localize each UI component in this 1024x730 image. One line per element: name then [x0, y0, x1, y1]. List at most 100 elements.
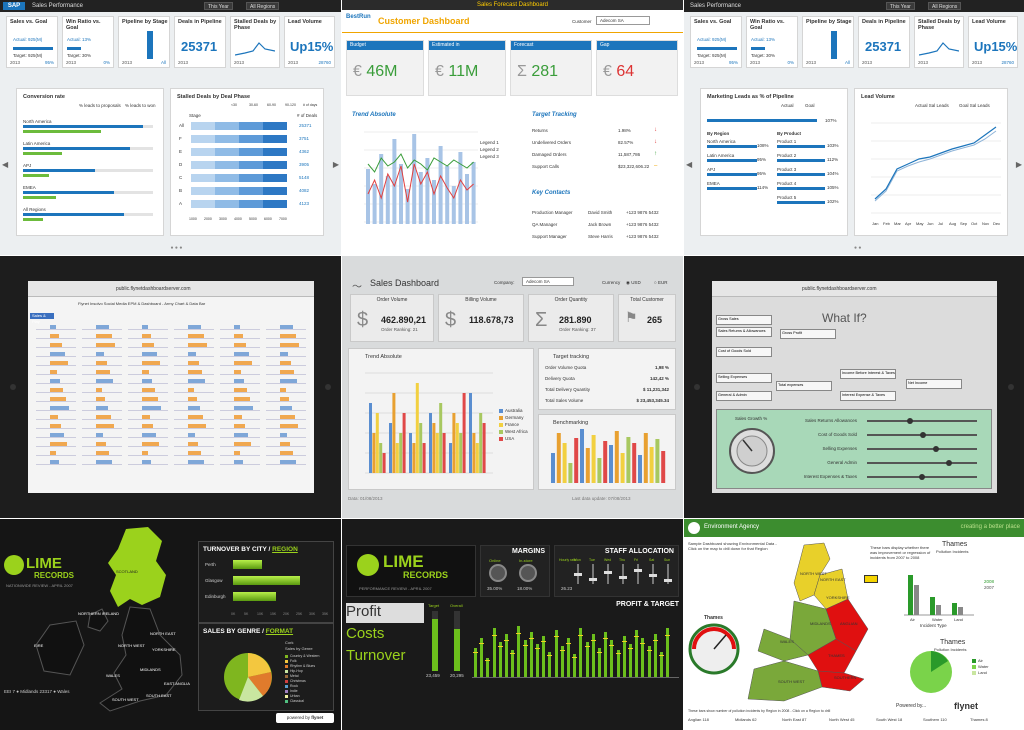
trend-bar[interactable] — [375, 413, 379, 473]
bench-bar[interactable] — [661, 451, 666, 483]
trend-bar[interactable] — [479, 413, 483, 473]
data-bar[interactable] — [50, 406, 69, 410]
data-bar[interactable] — [188, 370, 202, 374]
data-bar[interactable] — [188, 379, 205, 383]
trend-bar[interactable] — [458, 152, 463, 224]
bench-bar[interactable] — [632, 443, 637, 483]
data-bar[interactable] — [234, 397, 250, 401]
what-if-node[interactable]: General & Admin — [716, 391, 772, 401]
data-bar[interactable] — [234, 388, 247, 392]
bar-2007[interactable] — [936, 605, 941, 615]
product-bar[interactable] — [777, 201, 825, 204]
trend-bar[interactable] — [385, 176, 390, 224]
data-bar[interactable] — [280, 424, 298, 428]
year-filter[interactable]: This Year — [204, 2, 233, 10]
trend-bar[interactable] — [445, 166, 450, 224]
kpi-deals-pipeline[interactable]: Deals in Pipeline 25371 2013 — [858, 16, 910, 68]
data-bar[interactable] — [234, 451, 240, 455]
tab-turnover[interactable]: Turnover — [346, 647, 406, 664]
year-filter[interactable]: This Year — [886, 2, 915, 10]
data-bar[interactable] — [188, 388, 194, 392]
region-south-west[interactable]: SOUTH WEST — [112, 697, 139, 702]
data-bar[interactable] — [50, 460, 59, 464]
data-bar[interactable] — [50, 433, 64, 437]
profit-bar[interactable] — [486, 658, 490, 678]
contact-phone[interactable]: +123 9876 5432 — [626, 222, 659, 227]
data-bar[interactable] — [96, 397, 105, 401]
trend-bar[interactable] — [399, 433, 403, 473]
genre-label[interactable]: Rhythm & Blues — [290, 664, 316, 668]
region-north-west[interactable]: NORTH WEST — [800, 571, 827, 576]
trend-bar[interactable] — [392, 139, 397, 224]
region-filter[interactable]: All Regions — [246, 2, 280, 10]
trend-bar[interactable] — [462, 393, 466, 473]
data-bar[interactable] — [96, 442, 106, 446]
profit-bar[interactable] — [616, 650, 620, 678]
stalled-cell[interactable] — [215, 148, 239, 156]
profit-bar[interactable] — [579, 628, 583, 678]
slider-handle[interactable] — [933, 446, 939, 452]
uk-map[interactable] — [30, 525, 200, 725]
data-bar[interactable] — [142, 388, 155, 392]
stalled-cell[interactable] — [239, 200, 263, 208]
data-bar[interactable] — [142, 334, 151, 338]
slider-handle[interactable] — [920, 432, 926, 438]
bench-bar[interactable] — [626, 437, 631, 483]
page-dots[interactable]: ● ● ● — [170, 245, 183, 251]
trend-bar[interactable] — [399, 164, 403, 224]
trend-bar[interactable] — [482, 423, 486, 473]
gauge-dial[interactable] — [727, 426, 777, 476]
trend-bar[interactable] — [435, 433, 439, 473]
data-bar[interactable] — [142, 325, 148, 329]
data-bar[interactable] — [234, 361, 252, 365]
region-midlands[interactable]: MIDLANDS — [140, 667, 161, 672]
data-bar[interactable] — [280, 415, 295, 419]
profit-bar[interactable] — [474, 648, 477, 678]
data-bar[interactable] — [142, 343, 154, 347]
data-bar[interactable] — [188, 334, 204, 338]
trend-bar[interactable] — [412, 443, 416, 473]
data-bar[interactable] — [142, 379, 152, 383]
profit-bar[interactable] — [511, 650, 515, 678]
data-bar[interactable] — [280, 370, 294, 374]
data-bar[interactable] — [188, 433, 195, 437]
what-if-node[interactable]: Net Income — [906, 379, 962, 389]
data-bar[interactable] — [188, 352, 196, 356]
data-bar[interactable] — [188, 361, 199, 365]
slider-handle[interactable] — [907, 418, 913, 424]
bench-bar[interactable] — [585, 448, 590, 483]
data-bar[interactable] — [142, 397, 158, 401]
data-bar[interactable] — [96, 370, 110, 374]
pollution-pie[interactable] — [908, 649, 954, 695]
profit-bar[interactable] — [554, 630, 558, 678]
trend-bar[interactable] — [471, 162, 476, 224]
format-link[interactable]: FORMAT — [265, 628, 294, 635]
region-south-east[interactable]: SOUTH EAST — [146, 693, 172, 698]
data-bar[interactable] — [50, 343, 62, 347]
bench-bar[interactable] — [597, 458, 602, 483]
powered-by-badge[interactable]: powered by flynet — [276, 713, 334, 723]
data-bar[interactable] — [188, 397, 197, 401]
region-bar-proposals[interactable] — [23, 169, 95, 172]
stalled-cell[interactable] — [191, 187, 215, 195]
region-yorkshire[interactable]: YORKSHIRE — [152, 647, 176, 652]
stalled-cell[interactable] — [263, 122, 287, 130]
region-scotland[interactable]: SCOTLAND — [116, 569, 138, 574]
data-bar[interactable] — [96, 379, 113, 383]
bench-bar[interactable] — [551, 453, 555, 483]
trend-bar[interactable] — [372, 433, 376, 473]
data-bar[interactable] — [96, 334, 112, 338]
profit-bar[interactable] — [560, 646, 564, 678]
region-filter[interactable]: All Regions — [928, 2, 962, 10]
genre-label[interactable]: Rock — [290, 684, 298, 688]
profit-bar[interactable] — [591, 634, 595, 678]
trend-bar[interactable] — [418, 172, 423, 224]
footer-region-item[interactable]: Southern 110 — [923, 717, 947, 722]
trend-bar[interactable] — [379, 154, 384, 224]
data-bar[interactable] — [96, 361, 107, 365]
data-bar[interactable] — [280, 433, 287, 437]
region-bar-proposals[interactable] — [23, 147, 130, 150]
trend-bar[interactable] — [449, 443, 452, 473]
region-north-west[interactable]: NORTH WEST — [118, 643, 145, 648]
customer-select[interactable]: Adecom SA — [596, 16, 650, 25]
